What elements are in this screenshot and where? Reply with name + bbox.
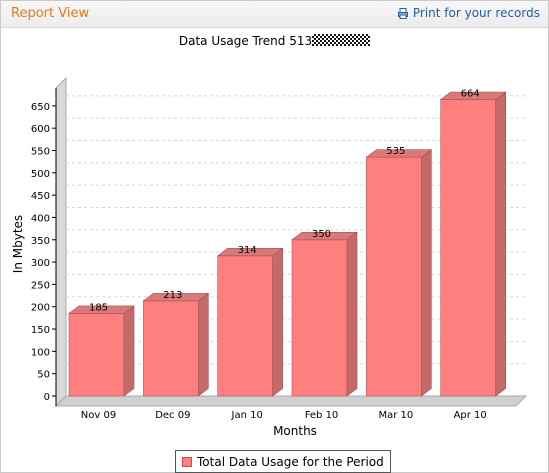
bar-top: [216, 248, 284, 257]
y-tick-label: 250: [31, 280, 50, 291]
bar-value-label: 350: [312, 229, 331, 240]
x-tick-label: Feb 10: [305, 410, 339, 421]
x-tick-label: Mar 10: [378, 410, 413, 421]
redacted-account-number: [312, 34, 371, 46]
y-tick-label: 550: [31, 146, 50, 157]
y-tick-label: 150: [31, 325, 50, 336]
y-tick-label: 650: [31, 102, 50, 113]
bar-value-label: 535: [386, 146, 405, 157]
bar-top: [142, 293, 210, 302]
bar-side: [272, 247, 283, 397]
bar: [291, 239, 348, 397]
y-tick-label: 50: [37, 370, 50, 381]
bar-top: [68, 305, 135, 314]
plot-floor: [54, 395, 528, 407]
y-tick-label: 100: [31, 347, 50, 358]
bar-value-label: 314: [238, 245, 257, 256]
bar-side: [421, 149, 432, 397]
x-tick-label: Apr 10: [454, 410, 487, 421]
y-tick-label: 200: [31, 303, 50, 314]
bar-top: [291, 231, 358, 241]
y-tick-label: 400: [31, 213, 50, 224]
chart-legend: Total Data Usage for the Period: [175, 450, 391, 473]
report-view-title: Report View: [11, 6, 90, 21]
plot-back-wall: [66, 78, 512, 396]
report-header: Report View Print for your records: [1, 1, 548, 28]
chart-title-text: Data Usage Trend 513: [178, 34, 313, 48]
x-tick-label: Jan 10: [231, 410, 263, 421]
legend-label: Total Data Usage for the Period: [197, 454, 384, 469]
legend-swatch: [182, 456, 192, 467]
x-tick-label: Dec 09: [155, 410, 190, 421]
chart-title: Data Usage Trend 513: [0, 34, 549, 48]
bar: [143, 300, 199, 397]
bar-top: [365, 149, 433, 158]
y-tick-label: 0: [44, 392, 50, 403]
bar: [440, 99, 496, 397]
bar: [68, 313, 125, 397]
bar: [217, 255, 273, 397]
y-axis-title: In Mbytes: [11, 215, 25, 273]
bar-value-label: 213: [163, 290, 182, 301]
bar-top: [439, 91, 507, 100]
y-tick-label: 600: [31, 124, 50, 135]
bar: [366, 156, 422, 397]
bar-side: [123, 305, 135, 397]
y-tick-label: 450: [31, 191, 50, 202]
x-tick-label: Nov 09: [81, 410, 116, 421]
bar-value-label: 185: [89, 302, 108, 313]
printer-icon: [397, 7, 408, 19]
bar-value-label: 664: [461, 89, 480, 100]
y-tick-label: 500: [31, 169, 50, 180]
print-label: Print for your records: [412, 6, 540, 20]
bar-side: [495, 91, 506, 397]
y-tick-label: 300: [31, 258, 50, 269]
x-axis-title: Months: [273, 424, 317, 438]
print-link[interactable]: Print for your records: [397, 6, 540, 20]
bar-side: [198, 292, 209, 397]
y-tick-label: 350: [31, 236, 50, 247]
bar-side: [346, 231, 358, 397]
